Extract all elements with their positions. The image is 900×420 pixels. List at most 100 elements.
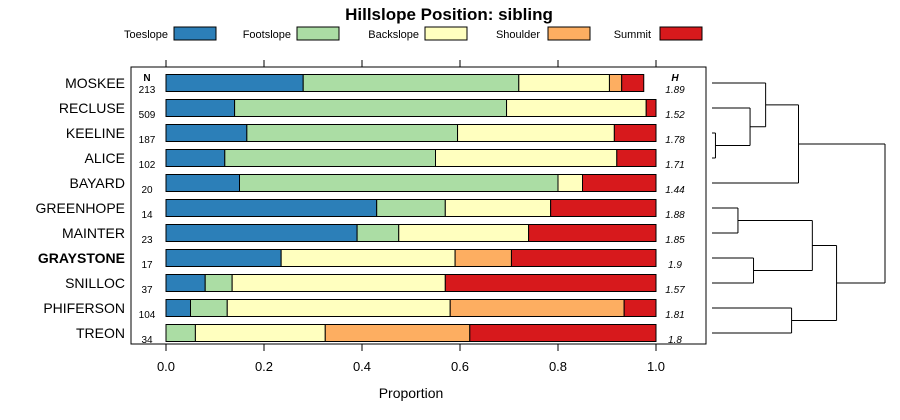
bar-segment-keeline-backslope (457, 124, 615, 142)
bar-segment-bayard-toeslope (165, 174, 240, 192)
bar-segment-treon-footslope (165, 324, 196, 342)
bar-segment-treon-summit (469, 324, 657, 342)
h-value: 1.78 (665, 135, 685, 146)
bar-segment-greenhope-backslope (444, 199, 552, 217)
h-value: 1.9 (668, 260, 682, 271)
n-value: 20 (141, 185, 153, 196)
n-value: 509 (139, 110, 156, 121)
bar-segment-graystone-summit (510, 249, 657, 267)
bar-segment-moskee-footslope (302, 74, 520, 92)
n-value: 104 (139, 310, 156, 321)
x-tick-label: 0.2 (255, 359, 273, 374)
bar-segment-recluse-backslope (506, 99, 647, 117)
bar-segment-bayard-summit (582, 174, 657, 192)
bar-segment-mainter-toeslope (165, 224, 358, 242)
n-value: 187 (139, 135, 156, 146)
category-label: MAINTER (62, 225, 125, 241)
bar-segment-phiferson-shoulder (449, 299, 625, 317)
bar-segment-bayard-footslope (239, 174, 559, 192)
bar-segment-snilloc-footslope (204, 274, 233, 292)
bar-segment-moskee-toeslope (165, 74, 304, 92)
x-tick-label: 0.8 (549, 359, 567, 374)
category-label: GRAYSTONE (38, 250, 125, 266)
n-value: 37 (141, 285, 153, 296)
category-label: KEELINE (66, 125, 125, 141)
bar-segment-moskee-shoulder (608, 74, 623, 92)
legend-label-backslope: Backslope (368, 29, 419, 41)
bar-segment-greenhope-toeslope (165, 199, 378, 217)
h-value: 1.89 (665, 85, 685, 96)
n-value: 34 (141, 335, 153, 346)
h-value: 1.52 (665, 110, 685, 121)
legend-swatch-summit (659, 26, 703, 41)
legend-label-footslope: Footslope (243, 29, 291, 41)
n-value: 102 (139, 160, 156, 171)
h-header: H (671, 73, 679, 84)
legend-label-summit: Summit (614, 29, 651, 41)
category-label: MOSKEE (65, 75, 125, 91)
bar-segment-phiferson-toeslope (165, 299, 191, 317)
bar-segment-mainter-footslope (356, 224, 400, 242)
bar-segment-phiferson-backslope (226, 299, 451, 317)
bar-segment-snilloc-backslope (231, 274, 446, 292)
category-label: GREENHOPE (36, 200, 125, 216)
category-label: TREON (76, 325, 125, 341)
h-value: 1.81 (665, 310, 684, 321)
bar-segment-moskee-summit (621, 74, 645, 92)
category-label: ALICE (85, 150, 125, 166)
x-tick-label: 0.6 (451, 359, 469, 374)
dendrogram (712, 82, 886, 334)
bar-segment-graystone-backslope (280, 249, 456, 267)
legend-swatch-toeslope (173, 26, 217, 41)
h-value: 1.44 (665, 185, 685, 196)
h-value: 1.8 (668, 335, 682, 346)
category-label: RECLUSE (59, 100, 125, 116)
bar-segment-alice-backslope (435, 149, 618, 167)
bar-segment-alice-toeslope (165, 149, 226, 167)
bar-segment-moskee-backslope (518, 74, 610, 92)
bar-segment-phiferson-summit (623, 299, 657, 317)
category-label: PHIFERSON (43, 300, 125, 316)
bar-segment-phiferson-footslope (190, 299, 228, 317)
x-axis-title: Proportion (379, 385, 444, 401)
bar-segment-recluse-footslope (234, 99, 508, 117)
bar-segment-keeline-summit (613, 124, 657, 142)
legend: Toeslope Footslope Backslope Shoulder Summit (124, 26, 703, 41)
category-label: BAYARD (70, 175, 126, 191)
bar-segment-graystone-toeslope (165, 249, 282, 267)
legend-swatch-footslope (296, 26, 340, 41)
labels-layer: MOSKEE 213 1.89 RECLUSE 509 1.52 KEELINE 187 1.7… (36, 75, 686, 346)
bar-segment-alice-summit (616, 149, 657, 167)
bar-segment-recluse-toeslope (165, 99, 236, 117)
legend-swatch-shoulder (547, 26, 591, 41)
h-value: 1.71 (665, 160, 684, 171)
bar-segment-snilloc-toeslope (165, 274, 206, 292)
bar-segment-alice-footslope (224, 149, 436, 167)
bars-layer (165, 74, 657, 342)
x-tick-label: 0.0 (157, 359, 175, 374)
plot-frame (130, 66, 707, 345)
bar-segment-greenhope-footslope (376, 199, 446, 217)
bar-segment-treon-backslope (194, 324, 326, 342)
x-tick-label: 0.4 (353, 359, 371, 374)
n-header: N (143, 73, 150, 84)
n-value: 23 (141, 235, 153, 246)
n-value: 213 (139, 85, 156, 96)
legend-label-toeslope: Toeslope (124, 29, 168, 41)
bar-segment-snilloc-summit (444, 274, 657, 292)
h-value: 1.57 (665, 285, 685, 296)
legend-swatch-backslope (424, 26, 468, 41)
bar-segment-keeline-footslope (246, 124, 459, 142)
bar-segment-keeline-toeslope (165, 124, 248, 142)
n-value: 14 (141, 210, 153, 221)
bar-segment-graystone-shoulder (454, 249, 512, 267)
n-value: 17 (141, 260, 153, 271)
category-label: SNILLOC (65, 275, 125, 291)
x-tick-label: 1.0 (647, 359, 665, 374)
bar-segment-greenhope-summit (550, 199, 657, 217)
bar-segment-mainter-summit (528, 224, 657, 242)
bar-segment-bayard-backslope (557, 174, 583, 192)
bar-segment-recluse-summit (645, 99, 657, 117)
x-axis: 0.0 0.2 0.4 0.6 0.8 1.0 (157, 60, 665, 374)
